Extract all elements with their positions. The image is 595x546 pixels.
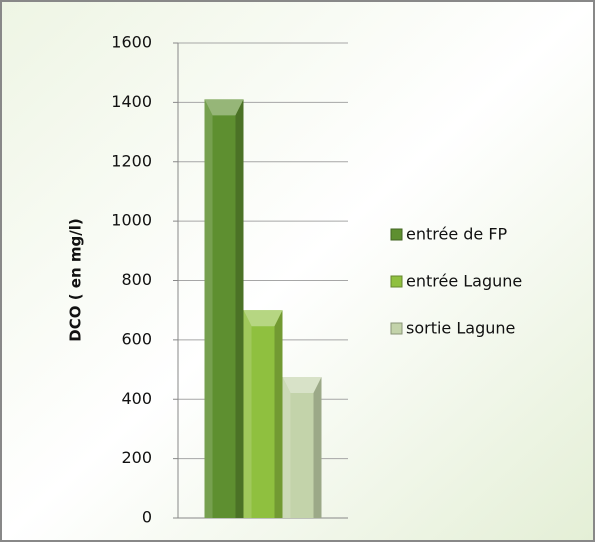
- y-tick-label: 200: [121, 448, 152, 467]
- y-tick-label: 0: [142, 508, 152, 527]
- bar: [204, 99, 244, 518]
- bar-face: [204, 99, 244, 116]
- bar: [243, 310, 283, 518]
- legend-swatch: [390, 322, 403, 335]
- bar-face: [204, 99, 244, 518]
- bar-face: [282, 376, 322, 518]
- y-axis-label: DCO ( en mg/l): [67, 218, 85, 341]
- y-tick-label: 1600: [111, 33, 152, 52]
- y-tick-label: 400: [121, 389, 152, 408]
- bar-face: [243, 310, 252, 518]
- y-tick-label: 1400: [111, 92, 152, 111]
- bar-face: [274, 310, 283, 518]
- bar-face: [282, 376, 322, 393]
- legend-swatch: [390, 228, 403, 241]
- bar: [282, 376, 322, 518]
- legend-label: entrée de FP: [406, 225, 508, 244]
- legend-swatch: [390, 275, 403, 288]
- y-tick-label: 600: [121, 329, 152, 348]
- bar-face: [243, 310, 283, 518]
- bar-face: [235, 99, 244, 518]
- bar-face: [282, 376, 291, 518]
- y-tick-label: 1000: [111, 211, 152, 230]
- bar-face: [243, 310, 283, 327]
- bar-face: [313, 376, 322, 518]
- legend-label: entrée Lagune: [406, 272, 522, 291]
- y-tick-label: 1200: [111, 151, 152, 170]
- legend-label: sortie Lagune: [406, 319, 515, 338]
- bar-face: [204, 99, 213, 518]
- y-tick-label: 800: [121, 270, 152, 289]
